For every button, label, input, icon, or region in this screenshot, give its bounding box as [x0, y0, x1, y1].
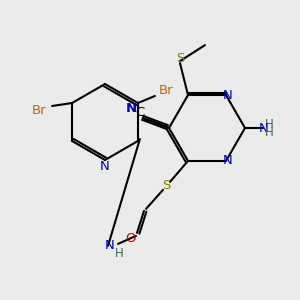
- Text: H: H: [115, 248, 123, 260]
- Text: N: N: [100, 160, 110, 173]
- Text: N: N: [105, 239, 115, 252]
- Text: N: N: [259, 122, 269, 134]
- Text: Br: Br: [32, 104, 46, 118]
- Text: C: C: [135, 106, 145, 118]
- Text: Br: Br: [159, 83, 173, 97]
- Text: N: N: [223, 154, 233, 167]
- Text: N: N: [223, 88, 233, 102]
- Text: H: H: [265, 118, 273, 130]
- Text: H: H: [265, 127, 273, 140]
- Text: O: O: [125, 232, 135, 245]
- Text: N: N: [125, 101, 136, 115]
- Text: S: S: [162, 179, 170, 192]
- Text: S: S: [176, 52, 184, 64]
